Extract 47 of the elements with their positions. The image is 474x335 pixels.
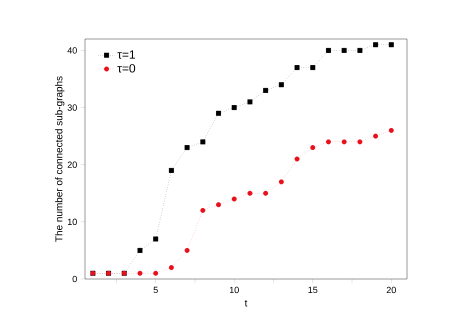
point xyxy=(168,265,174,270)
point xyxy=(388,42,394,48)
legend-label: τ=0 xyxy=(117,64,136,73)
point xyxy=(216,202,222,208)
point xyxy=(357,139,362,144)
point xyxy=(168,168,174,173)
x-tick-label: 20 xyxy=(386,286,396,294)
point xyxy=(184,145,190,150)
point xyxy=(247,99,252,104)
point xyxy=(326,139,331,144)
point xyxy=(278,82,284,88)
x-tick-label: 10 xyxy=(230,286,239,294)
point xyxy=(326,48,331,53)
point xyxy=(357,48,362,53)
point xyxy=(216,110,222,116)
point xyxy=(388,128,394,133)
point xyxy=(310,145,316,150)
y-tick-label: 20 xyxy=(68,162,77,168)
x-tick-label: 5 xyxy=(154,286,158,294)
point xyxy=(263,190,268,196)
y-tick-label: 0 xyxy=(72,276,77,282)
y-axis-title: The number of connected sub-graphs xyxy=(55,76,64,242)
point xyxy=(373,134,378,139)
legend-label: τ=1 xyxy=(117,50,136,59)
point xyxy=(232,105,237,110)
point xyxy=(342,48,347,53)
point xyxy=(137,248,142,253)
point xyxy=(294,156,300,162)
point xyxy=(342,139,347,144)
point xyxy=(263,88,268,93)
point xyxy=(247,190,252,196)
point xyxy=(278,179,284,184)
x-axis-title: t xyxy=(244,300,248,306)
point xyxy=(373,42,378,48)
point xyxy=(310,65,316,70)
point xyxy=(200,208,206,213)
point xyxy=(184,248,190,253)
y-tick-label: 40 xyxy=(67,47,77,54)
point xyxy=(232,196,237,202)
point xyxy=(153,236,158,242)
point xyxy=(294,65,300,70)
y-tick-label: 10 xyxy=(68,218,77,226)
x-tick-label: 15 xyxy=(308,286,318,294)
point xyxy=(200,139,206,144)
point xyxy=(137,270,142,276)
y-tick-label: 30 xyxy=(68,104,77,111)
point xyxy=(153,270,158,276)
